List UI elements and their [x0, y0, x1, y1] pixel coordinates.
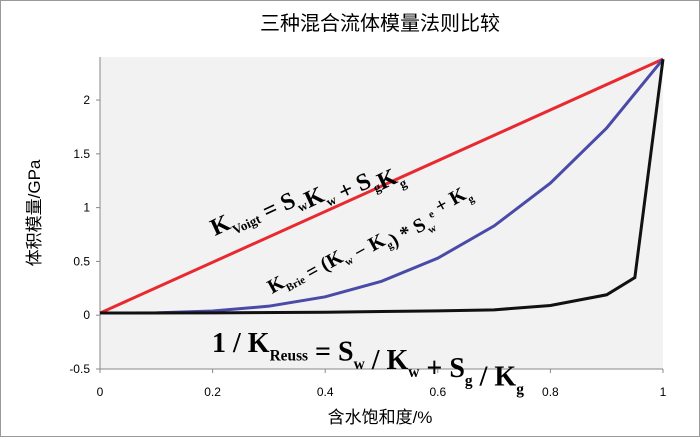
formula-annotation: 1 / KReuss = Sw / Kw + Sg / Kg: [212, 328, 524, 398]
formula-subscript: g: [385, 239, 396, 252]
x-tick-label: 0.8: [542, 385, 559, 399]
y-tick-label: 1.5: [73, 147, 90, 161]
formula-text: 1 / K: [212, 328, 270, 359]
plot-area: [100, 57, 663, 369]
formula-subscript: w: [408, 364, 420, 381]
x-tick-label: 0: [97, 385, 104, 399]
y-tick-label: 0: [83, 308, 90, 322]
y-tick-label: 2: [83, 93, 90, 107]
formula-subscript: g: [516, 381, 524, 398]
x-axis-label: 含水饱和度/%: [328, 408, 433, 427]
formula-text: / K: [365, 345, 409, 376]
line-series: [99, 57, 664, 315]
formula-text: = S: [308, 336, 354, 367]
formula-superscript: e: [426, 208, 436, 221]
x-tick-label: 0.4: [317, 385, 334, 399]
formula-subscript: w: [354, 356, 366, 373]
line-series: [99, 58, 665, 315]
formula-subscript: g: [466, 193, 477, 206]
x-tick-label: 0.2: [204, 385, 221, 399]
y-tick-label: 1: [83, 201, 90, 215]
chart-title: 三种混合流体模量法则比较: [260, 11, 500, 35]
formula-text: + S: [419, 353, 465, 384]
y-tick-label: 0.5: [73, 254, 90, 268]
formula-subscript: Reuss: [270, 347, 308, 364]
x-tick-label: 0.6: [429, 385, 446, 399]
x-tick-label: 1: [660, 385, 667, 399]
y-tick-label: -0.5: [69, 362, 90, 376]
formula-text: / K: [473, 362, 517, 393]
formula-subscript: g: [465, 373, 473, 390]
y-axis-label: 体积模量/GPa: [25, 159, 44, 266]
